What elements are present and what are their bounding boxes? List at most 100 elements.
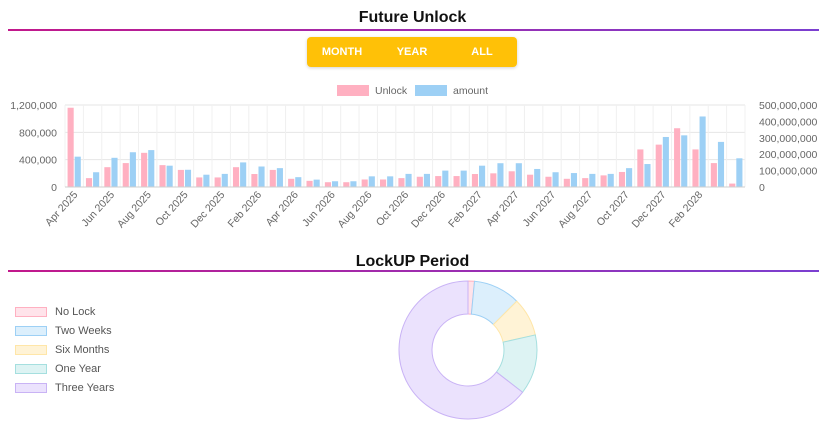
pie-legend-item[interactable]: Two Weeks	[15, 321, 114, 340]
amount-bar[interactable]	[240, 162, 247, 187]
amount-bar[interactable]	[203, 174, 210, 187]
unlock-bar[interactable]	[563, 178, 570, 187]
amount-bar[interactable]	[405, 173, 412, 187]
unlock-bar[interactable]	[104, 167, 111, 187]
amount-bar[interactable]	[184, 169, 192, 187]
amount-bar[interactable]	[479, 165, 486, 187]
unlock-bar[interactable]	[453, 176, 460, 187]
amount-bar[interactable]	[534, 168, 541, 187]
amount-bar[interactable]	[350, 181, 357, 187]
amount-bar[interactable]	[515, 163, 522, 187]
amount-bar[interactable]	[368, 176, 375, 187]
unlock-bar[interactable]	[582, 178, 589, 187]
x-tick-label: Oct 2025	[153, 189, 191, 229]
amount-bar[interactable]	[93, 172, 100, 187]
unlock-bar[interactable]	[214, 177, 221, 187]
unlock-bar[interactable]	[637, 149, 644, 187]
amount-bar[interactable]	[736, 158, 743, 187]
amount-bar[interactable]	[258, 166, 265, 188]
amount-bar[interactable]	[313, 179, 320, 187]
x-tick-label: Jun 2027	[520, 189, 558, 229]
unlock-bar[interactable]	[545, 176, 552, 187]
amount-bar[interactable]	[497, 163, 504, 187]
amount-bar[interactable]	[148, 150, 155, 187]
unlock-bar[interactable]	[177, 169, 184, 187]
unlock-bar[interactable]	[324, 182, 331, 187]
unlock-bar[interactable]	[692, 149, 699, 187]
unlock-bar[interactable]	[674, 128, 681, 187]
pie-slice-three-years[interactable]	[398, 280, 524, 420]
pie-legend-item[interactable]: Six Months	[15, 340, 114, 359]
unlock-bar[interactable]	[85, 178, 93, 187]
x-tick-label: Dec 2025	[188, 189, 227, 231]
amount-bar[interactable]	[442, 170, 449, 187]
amount-bar[interactable]	[589, 173, 596, 187]
unlock-bar[interactable]	[269, 169, 276, 187]
amount-bar[interactable]	[460, 170, 467, 187]
amount-bar[interactable]	[387, 176, 394, 187]
amount-bar[interactable]	[111, 157, 118, 187]
amount-bar[interactable]	[129, 152, 136, 187]
pie-legend-item[interactable]: No Lock	[15, 302, 114, 321]
amount-bar[interactable]	[221, 173, 228, 187]
month-button[interactable]: MONTH	[307, 46, 377, 58]
unlock-bar[interactable]	[343, 182, 350, 187]
amount-bar[interactable]	[644, 164, 651, 187]
x-tick-label: Aug 2027	[556, 189, 595, 231]
amount-bar[interactable]	[295, 177, 302, 187]
amount-bar[interactable]	[570, 173, 578, 187]
amount-bar[interactable]	[166, 165, 173, 187]
x-tick-label: Jun 2025	[79, 189, 117, 229]
y-left-tick-label: 0	[51, 182, 57, 194]
amount-bar[interactable]	[626, 168, 633, 187]
lockup-divider	[8, 270, 819, 272]
all-button[interactable]: ALL	[447, 46, 517, 58]
unlock-bar[interactable]	[710, 163, 717, 187]
unlock-bar[interactable]	[490, 173, 497, 187]
amount-bar[interactable]	[74, 156, 81, 187]
amount-bar[interactable]	[276, 168, 283, 187]
legend-label-amount: amount	[453, 85, 488, 97]
unlock-bar[interactable]	[508, 171, 515, 187]
amount-bar[interactable]	[552, 172, 559, 187]
amount-bar[interactable]	[699, 116, 706, 187]
unlock-bar[interactable]	[398, 178, 405, 187]
unlock-bar[interactable]	[306, 180, 313, 187]
amount-bar[interactable]	[607, 173, 614, 187]
y-right-tick-label: 100,000,000	[759, 166, 818, 178]
unlock-bar[interactable]	[67, 107, 74, 187]
unlock-bar[interactable]	[361, 179, 368, 187]
unlock-bar[interactable]	[435, 176, 442, 187]
x-tick-label: Oct 2026	[374, 189, 412, 229]
pie-legend-swatch	[15, 344, 47, 355]
unlock-bar[interactable]	[655, 144, 662, 187]
amount-bar[interactable]	[681, 135, 688, 187]
year-button[interactable]: YEAR	[377, 46, 447, 58]
pie-legend-item[interactable]: One Year	[15, 359, 114, 378]
unlock-bar[interactable]	[288, 178, 295, 187]
pie-legend-label: Three Years	[55, 381, 115, 394]
unlock-bar[interactable]	[471, 174, 479, 187]
unlock-bar[interactable]	[618, 171, 626, 187]
unlock-bar[interactable]	[122, 163, 129, 187]
x-tick-label: Apr 2025	[43, 189, 81, 229]
pie-legend-item[interactable]: Three Years	[15, 378, 114, 397]
amount-bar[interactable]	[423, 173, 430, 187]
pie-legend-swatch	[15, 363, 47, 374]
unlock-bar[interactable]	[159, 165, 166, 187]
unlock-bar[interactable]	[380, 179, 387, 187]
unlock-bar[interactable]	[141, 152, 148, 187]
period-toggle: MONTH YEAR ALL	[307, 37, 517, 67]
amount-bar[interactable]	[717, 141, 725, 187]
unlock-bar[interactable]	[232, 167, 240, 187]
unlock-bar[interactable]	[729, 183, 736, 187]
unlock-bar[interactable]	[600, 175, 607, 187]
unlock-bar[interactable]	[527, 174, 534, 187]
unlock-bar[interactable]	[196, 177, 203, 187]
unlock-bar[interactable]	[251, 174, 258, 187]
amount-bar[interactable]	[331, 181, 339, 187]
unlock-bar[interactable]	[416, 176, 423, 187]
y-right-tick-label: 400,000,000	[759, 116, 818, 128]
amount-bar[interactable]	[662, 136, 669, 187]
x-tick-label: Feb 2027	[446, 189, 485, 230]
